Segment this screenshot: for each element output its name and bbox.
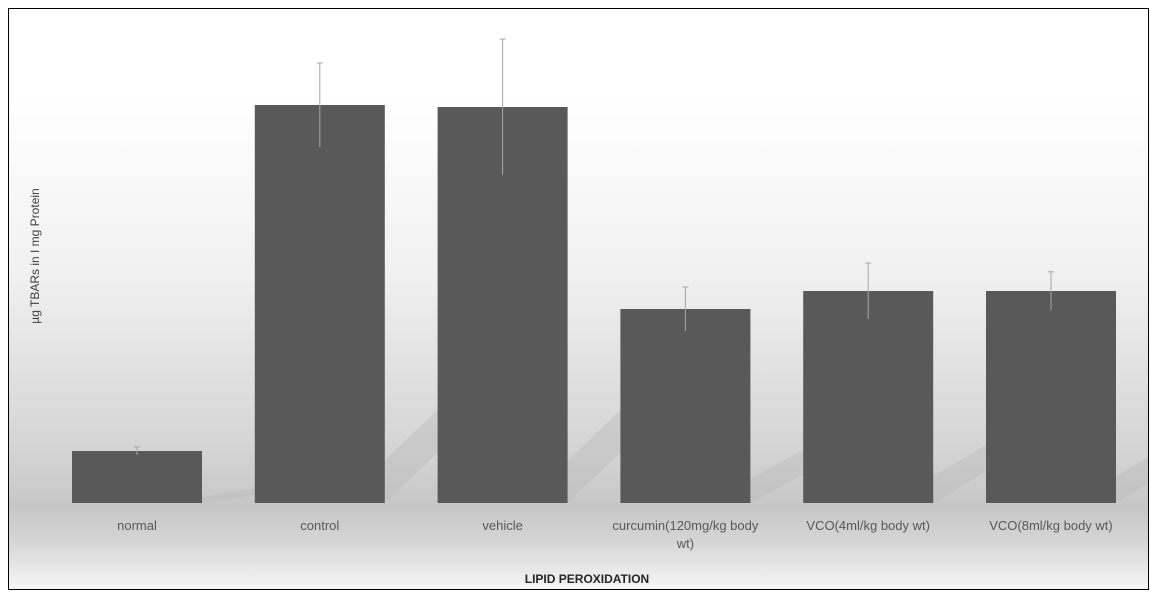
bar-shadow	[202, 488, 257, 503]
category-label-4: VCO(4ml/kg body wt)	[806, 518, 930, 533]
chart-frame: normal control vehicle curcumin(120mg/kg bo…	[8, 8, 1149, 590]
bar-shadow	[933, 443, 989, 503]
error-bars-group	[134, 38, 1054, 455]
bar-shadows	[202, 408, 1148, 503]
category-label-3: curcumin(120mg/kg body wt)	[612, 518, 758, 551]
category-label-1: control	[300, 518, 339, 533]
bar-1	[254, 105, 385, 503]
chart-svg: normal control vehicle curcumin(120mg/kg bo…	[28, 38, 1148, 586]
bar-shadow	[567, 408, 623, 503]
bar-shadow	[750, 448, 806, 503]
bar-5	[986, 291, 1116, 503]
category-label-0: normal	[117, 518, 157, 533]
bar-3	[620, 309, 751, 503]
bar-shadow	[384, 408, 440, 503]
x-axis-title: LIPID PEROXIDATION	[525, 572, 649, 586]
category-label-5: VCO(8ml/kg body wt)	[989, 518, 1113, 533]
bar-shadow	[1116, 457, 1148, 503]
bars-group	[72, 105, 1116, 503]
category-label-2: vehicle	[482, 518, 522, 533]
bar-4	[803, 291, 934, 503]
y-axis-title: µg TBARs in I mg Protein	[28, 188, 42, 323]
category-labels-group: normal control vehicle curcumin(120mg/kg bo…	[117, 518, 1113, 551]
bar-0	[72, 451, 202, 503]
